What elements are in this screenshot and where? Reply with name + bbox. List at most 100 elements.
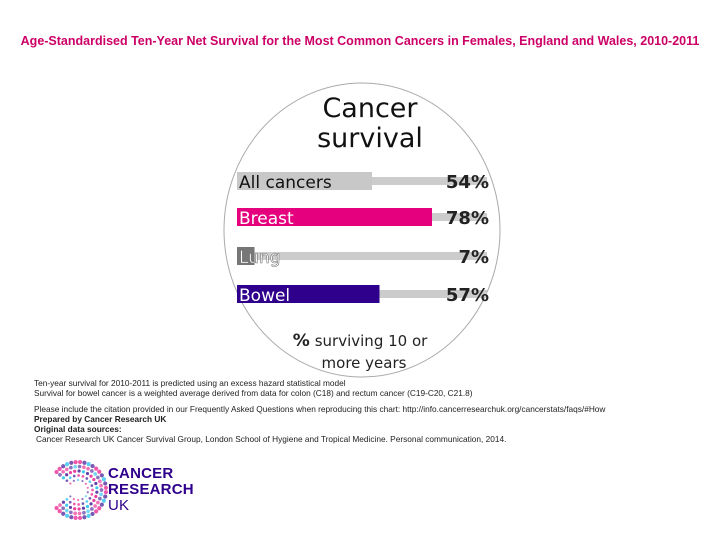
logo-dot — [64, 508, 69, 513]
logo-dot — [68, 470, 73, 475]
logo-dot — [73, 511, 78, 516]
logo-dot — [101, 498, 106, 503]
chart-heading-line1: Cancer — [322, 93, 418, 124]
logo-dot — [85, 477, 89, 480]
logo-dot — [61, 506, 65, 511]
chart-caption-line1: % surviving 10 or — [293, 331, 428, 351]
logo-dot — [68, 500, 72, 504]
logo-dot — [90, 463, 95, 469]
logo-dot — [85, 500, 89, 503]
bar-label: Lung — [239, 248, 281, 268]
logo-dot — [57, 466, 62, 471]
logo-line3: UK — [108, 497, 130, 514]
note-line: Survival for bowel cancer is a weighted … — [34, 388, 473, 398]
bar-label: Breast — [239, 209, 294, 229]
logo-dot — [99, 473, 104, 478]
logo-dot — [69, 482, 72, 485]
logo-dot — [90, 511, 95, 517]
logo-line1: CANCER — [108, 465, 174, 482]
logo-dot — [58, 473, 62, 477]
logo-dot — [81, 502, 85, 505]
note-line: Ten-year survival for 2010-2011 is predi… — [34, 378, 346, 388]
logo-dot — [94, 494, 98, 499]
logo-dot — [73, 515, 78, 520]
logo-dot — [69, 510, 73, 515]
logo-dot — [89, 502, 93, 506]
logo-dot — [86, 486, 89, 489]
logo-dot — [99, 492, 103, 497]
logo-dot — [77, 503, 80, 506]
logo-dot — [72, 498, 75, 501]
logo-dot — [81, 475, 85, 478]
logo-dot — [73, 507, 77, 511]
logo-dot — [73, 460, 78, 465]
logo-dot — [85, 504, 90, 509]
logo-dot — [77, 478, 80, 482]
logo-dot — [92, 498, 96, 503]
logo-dot — [96, 475, 100, 480]
logo-dot — [77, 515, 83, 521]
logo-dot — [73, 469, 77, 473]
logo-dot — [57, 509, 62, 514]
logo-dot — [88, 496, 92, 500]
logo-dot — [86, 509, 90, 514]
logo-dot — [61, 500, 66, 504]
logo-dot — [65, 462, 70, 467]
logo-dot — [99, 488, 104, 492]
logo-dot — [69, 515, 74, 520]
logo-dot — [65, 479, 69, 483]
logo-dot — [92, 477, 96, 482]
logo-dot — [54, 469, 59, 475]
logo-dot — [94, 481, 98, 486]
logo-dot — [94, 509, 99, 514]
logo-dot — [61, 469, 65, 474]
logo-dot — [81, 479, 84, 483]
bar-label: Bowel — [239, 286, 290, 306]
logo-dot — [81, 497, 84, 501]
logo-dot — [86, 461, 91, 467]
logo-dot — [90, 507, 94, 511]
logo-dot — [90, 484, 94, 487]
prepared-by: Prepared by Cancer Research UK — [34, 414, 167, 424]
logo-dot — [84, 482, 87, 485]
logo-dot — [61, 464, 66, 469]
logo-dot — [97, 506, 102, 511]
logo-dot — [84, 495, 87, 498]
logo-dot — [58, 503, 62, 507]
bar-group: All cancers 54% Breast 78% Lung 7% Bowel 57% — [237, 172, 489, 306]
logo-dot — [86, 491, 89, 494]
logo-dot — [82, 465, 86, 470]
logo-dot — [101, 477, 106, 482]
logo-dot — [98, 479, 102, 484]
logo-dot — [54, 505, 59, 511]
bar-all-cancers — [237, 172, 372, 190]
logo-dot — [72, 502, 76, 506]
bar-breast — [237, 208, 432, 226]
logo-dot — [72, 474, 76, 478]
logo-dot — [103, 494, 108, 499]
logo-dot — [90, 469, 94, 473]
logo-dot — [97, 469, 102, 474]
cancer-research-uk-logo — [54, 459, 109, 521]
logo-dot — [65, 513, 70, 518]
logo-dot — [61, 511, 66, 516]
logo-dot — [61, 476, 66, 480]
value-label: 54% — [446, 172, 489, 193]
logo-dot — [77, 474, 80, 477]
logo-dot — [69, 495, 72, 498]
bar-track — [237, 252, 487, 260]
logo-dot — [103, 481, 108, 486]
logo-dot — [65, 503, 69, 507]
value-label: 78% — [446, 208, 489, 229]
logo-dot — [65, 473, 69, 477]
bar-lung — [237, 247, 255, 265]
logo-dot — [82, 515, 87, 520]
logo-dot — [69, 460, 74, 465]
logo-dot — [91, 488, 94, 492]
logo-dot — [77, 498, 80, 502]
logo-dot — [88, 480, 92, 484]
logo-dot — [68, 505, 73, 510]
source-item: Cancer Research UK Cancer Survival Group… — [36, 434, 507, 444]
logo-dot — [77, 459, 83, 465]
logo-dot — [72, 479, 75, 482]
